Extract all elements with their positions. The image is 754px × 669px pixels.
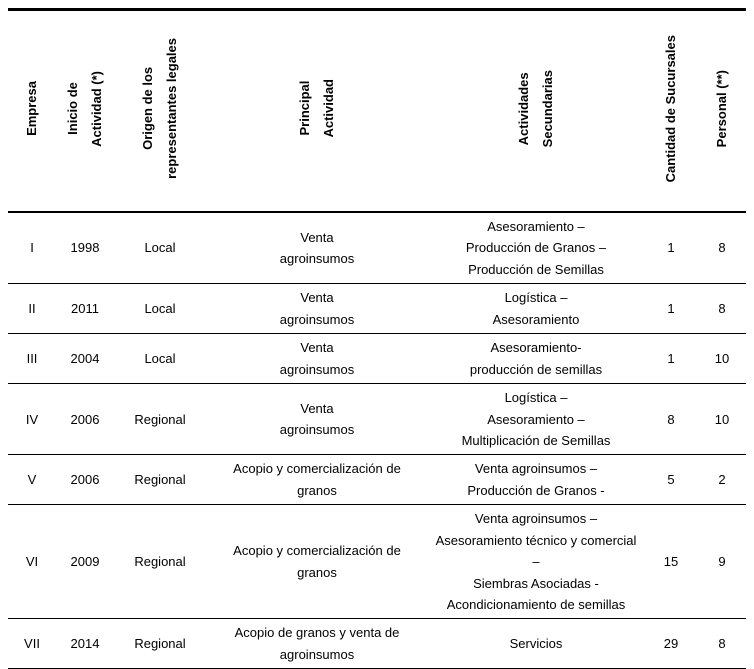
cell-inicio-actividad: 1998 (56, 212, 114, 285)
cell-principal-actividad: Venta agroinsumos (206, 333, 428, 385)
cell-principal-actividad: Venta agroinsumos (206, 383, 428, 456)
table-row-empresa-3: III 2004 Local Venta agroinsumos Asesora… (8, 333, 746, 385)
col-header-principal-actividad-label: Principal Actividad (296, 79, 336, 138)
col-header-empresa-label: Empresa (23, 81, 39, 136)
col-header-cantidad-sucursales-label: Cantidad de Sucursales (662, 34, 678, 183)
cell-personal: 8 (698, 212, 746, 285)
table-row-empresa-7: VII 2014 Regional Acopio de granos y ven… (8, 618, 746, 669)
table-row-empresa-2: II 2011 Local Venta agroinsumos Logístic… (8, 283, 746, 335)
cell-personal: 8 (698, 618, 746, 669)
col-header-actividades-secundarias-label: Actividades Secundarias (515, 69, 555, 148)
table-body: I 1998 Local Venta agroinsumos Asesorami… (8, 212, 746, 669)
cell-inicio-actividad: 2004 (56, 333, 114, 385)
cell-inicio-actividad: 2014 (56, 618, 114, 669)
cell-cantidad-sucursales: 1 (644, 212, 698, 285)
cell-empresa: V (8, 454, 56, 506)
table-row-empresa-5: V 2006 Regional Acopio y comercializació… (8, 454, 746, 506)
cell-empresa: IV (8, 383, 56, 456)
cell-principal-actividad: Acopio de granos y venta de agroinsumos (206, 618, 428, 669)
cell-principal-actividad: Acopio y comercialización de granos (206, 454, 428, 506)
cell-empresa: II (8, 283, 56, 335)
col-header-personal-label: Personal (**) (713, 69, 729, 148)
cell-origen: Regional (114, 504, 206, 620)
cell-origen: Regional (114, 618, 206, 669)
cell-cantidad-sucursales: 5 (644, 454, 698, 506)
cell-inicio-actividad: 2006 (56, 383, 114, 456)
cell-empresa: III (8, 333, 56, 385)
cell-origen: Local (114, 333, 206, 385)
col-header-empresa: Empresa (8, 8, 56, 213)
cell-personal: 2 (698, 454, 746, 506)
companies-table: Empresa Inicio de Actividad (*) Origen d… (8, 8, 746, 669)
cell-origen: Regional (114, 383, 206, 456)
cell-origen: Local (114, 212, 206, 285)
col-header-cantidad-sucursales: Cantidad de Sucursales (644, 8, 698, 213)
col-header-personal: Personal (**) (698, 8, 746, 213)
table-header-row: Empresa Inicio de Actividad (*) Origen d… (8, 8, 746, 213)
cell-principal-actividad: Venta agroinsumos (206, 283, 428, 335)
cell-actividades-secundarias: Logística – Asesoramiento (428, 283, 644, 335)
col-header-principal-actividad: Principal Actividad (206, 8, 428, 213)
cell-cantidad-sucursales: 1 (644, 283, 698, 335)
cell-actividades-secundarias: Venta agroinsumos – Asesoramiento técnic… (428, 504, 644, 620)
table-row-empresa-4: IV 2006 Regional Venta agroinsumos Logís… (8, 383, 746, 456)
page: Empresa Inicio de Actividad (*) Origen d… (8, 8, 746, 669)
cell-actividades-secundarias: Servicios (428, 618, 644, 669)
cell-principal-actividad: Venta agroinsumos (206, 212, 428, 285)
cell-empresa: VII (8, 618, 56, 669)
cell-personal: 10 (698, 383, 746, 456)
cell-empresa: VI (8, 504, 56, 620)
col-header-actividades-secundarias: Actividades Secundarias (428, 8, 644, 213)
cell-inicio-actividad: 2009 (56, 504, 114, 620)
cell-actividades-secundarias: Venta agroinsumos – Producción de Granos… (428, 454, 644, 506)
cell-personal: 9 (698, 504, 746, 620)
cell-cantidad-sucursales: 29 (644, 618, 698, 669)
col-header-inicio-actividad: Inicio de Actividad (*) (56, 8, 114, 213)
cell-actividades-secundarias: Asesoramiento – Producción de Granos – P… (428, 212, 644, 285)
cell-cantidad-sucursales: 15 (644, 504, 698, 620)
col-header-origen-representantes-label: Origen de los representantes legales (139, 38, 179, 179)
table-row-empresa-1: I 1998 Local Venta agroinsumos Asesorami… (8, 212, 746, 285)
table-row-empresa-6: VI 2009 Regional Acopio y comercializaci… (8, 504, 746, 620)
cell-personal: 8 (698, 283, 746, 335)
col-header-inicio-actividad-label: Inicio de Actividad (*) (64, 70, 104, 147)
cell-cantidad-sucursales: 8 (644, 383, 698, 456)
cell-actividades-secundarias: Asesoramiento- producción de semillas (428, 333, 644, 385)
cell-empresa: I (8, 212, 56, 285)
col-header-origen-representantes: Origen de los representantes legales (114, 8, 206, 213)
cell-cantidad-sucursales: 1 (644, 333, 698, 385)
cell-principal-actividad: Acopio y comercialización de granos (206, 504, 428, 620)
cell-actividades-secundarias: Logística – Asesoramiento – Multiplicaci… (428, 383, 644, 456)
cell-inicio-actividad: 2006 (56, 454, 114, 506)
cell-origen: Regional (114, 454, 206, 506)
cell-personal: 10 (698, 333, 746, 385)
cell-inicio-actividad: 2011 (56, 283, 114, 335)
cell-origen: Local (114, 283, 206, 335)
